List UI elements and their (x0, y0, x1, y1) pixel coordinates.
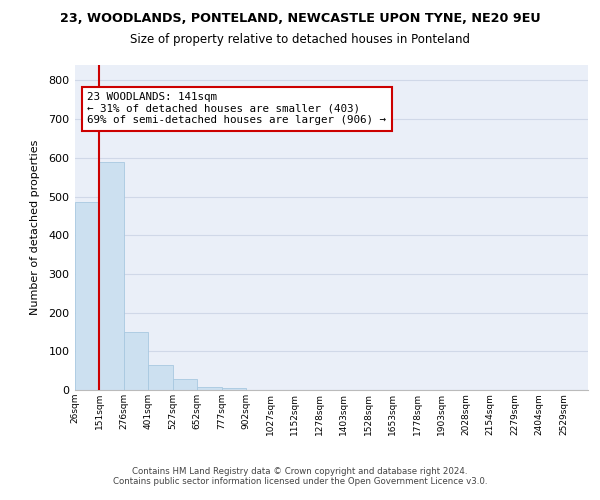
Bar (173, 379, 197, 390)
Bar (221, 388, 246, 390)
Text: Size of property relative to detached houses in Ponteland: Size of property relative to detached ho… (130, 32, 470, 46)
Y-axis label: Number of detached properties: Number of detached properties (30, 140, 40, 315)
Text: Contains public sector information licensed under the Open Government Licence v3: Contains public sector information licen… (113, 477, 487, 486)
Bar (148, 365, 173, 390)
Text: 23, WOODLANDS, PONTELAND, NEWCASTLE UPON TYNE, NE20 9EU: 23, WOODLANDS, PONTELAND, NEWCASTLE UPON… (59, 12, 541, 26)
Bar (75, 202, 100, 390)
Bar (100, 162, 124, 390)
Bar (197, 387, 221, 390)
Text: 23 WOODLANDS: 141sqm
← 31% of detached houses are smaller (403)
69% of semi-deta: 23 WOODLANDS: 141sqm ← 31% of detached h… (87, 92, 386, 126)
Text: Contains HM Land Registry data © Crown copyright and database right 2024.: Contains HM Land Registry data © Crown c… (132, 467, 468, 476)
Bar (124, 332, 148, 390)
